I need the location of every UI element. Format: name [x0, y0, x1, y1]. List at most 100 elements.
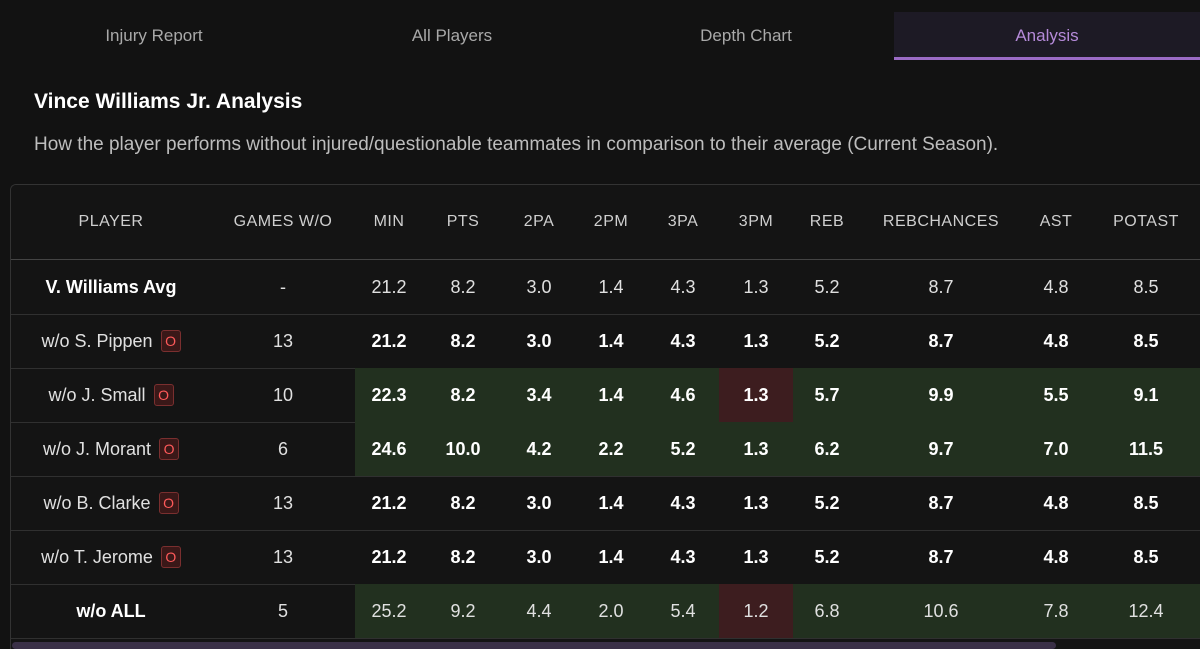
cell-ast: 4.8	[1043, 546, 1069, 567]
cell-rebchances: 8.7	[928, 330, 954, 351]
cell-3pa: 4.3	[670, 330, 696, 351]
cell-rebchances: 8.7	[928, 546, 954, 567]
table-row: w/o ALL 5 25.2 9.2 4.4 2.0 5.4 1.2 6.8 10.6 7.8 12.…	[11, 584, 1200, 639]
cell-3pm: 1.3	[743, 276, 769, 297]
cell-reb: 5.2	[814, 330, 840, 351]
table-row: V. Williams Avg - 21.2 8.2 3.0 1.4 4.3 1.3 5.2 8.…	[11, 260, 1200, 315]
cell-potast: 11.5	[1091, 422, 1200, 476]
analysis-table: PLAYER GAMES W/O MIN PTS 2PA 2PM 3PA 3PM REB REBC…	[10, 184, 1200, 649]
column-header-rebchances[interactable]: REBCHANCES	[882, 213, 1000, 230]
page-subtitle: How the player performs without injured/…	[34, 134, 999, 155]
column-header-ast[interactable]: AST	[1039, 213, 1073, 230]
cell-3pa: 4.3	[670, 492, 696, 513]
tab-depth-chart[interactable]: Depth Chart	[700, 26, 792, 45]
player-name: w/o S. Pippen	[41, 330, 153, 351]
cell-min: 25.2	[355, 584, 423, 638]
cell-pts: 9.2	[423, 584, 503, 638]
column-header-2pm[interactable]: 2PM	[593, 213, 629, 230]
horizontal-scrollbar[interactable]	[12, 642, 1056, 649]
cell-games-w-o: -	[280, 276, 286, 297]
player-name: w/o T. Jerome	[41, 546, 153, 567]
tab-analysis[interactable]: Analysis	[894, 12, 1200, 60]
cell-2pa: 3.0	[526, 330, 552, 351]
cell-ast: 4.8	[1043, 330, 1069, 351]
player-cell: w/o T. Jerome O	[11, 530, 211, 584]
cell-reb: 6.8	[793, 584, 861, 638]
cell-2pa: 3.0	[526, 492, 552, 513]
cell-rebchances: 8.7	[928, 492, 954, 513]
cell-3pa: 5.2	[647, 422, 719, 476]
status-badge: O	[159, 438, 180, 460]
tab-injury-report[interactable]: Injury Report	[105, 26, 203, 45]
cell-2pm: 1.4	[598, 546, 624, 567]
cell-potast: 8.5	[1133, 492, 1159, 513]
cell-2pa: 4.4	[503, 584, 575, 638]
column-header-3pa[interactable]: 3PA	[667, 213, 699, 230]
cell-2pm: 1.4	[598, 330, 624, 351]
player-name: w/o ALL	[76, 600, 146, 621]
cell-games-w-o: 5	[277, 600, 288, 621]
cell-ast: 5.5	[1021, 368, 1091, 422]
column-header-2pa[interactable]: 2PA	[523, 213, 555, 230]
cell-3pa: 4.6	[647, 368, 719, 422]
player-name: w/o J. Morant	[42, 438, 152, 459]
column-header-min[interactable]: MIN	[373, 213, 405, 230]
cell-3pm: 1.2	[719, 584, 793, 638]
cell-min: 21.2	[371, 492, 407, 513]
cell-games-w-o: 13	[272, 546, 294, 567]
status-badge: O	[158, 492, 179, 514]
cell-games-w-o: 10	[272, 384, 294, 405]
cell-rebchances: 9.7	[861, 422, 1021, 476]
column-header-potast[interactable]: POTAST	[1113, 213, 1179, 230]
cell-pts: 8.2	[450, 492, 476, 513]
cell-2pm: 2.0	[575, 584, 647, 638]
player-cell: w/o B. Clarke O	[11, 476, 211, 530]
cell-min: 21.2	[371, 330, 407, 351]
table-row: w/o B. Clarke O 13 21.2 8.2 3.0 1.4 4.3 1.3 5.2 8.…	[11, 476, 1200, 531]
table-header: PLAYER GAMES W/O MIN PTS 2PA 2PM 3PA 3PM REB REBC…	[11, 185, 1200, 260]
cell-pts: 8.2	[450, 330, 476, 351]
cell-rebchances: 8.7	[928, 276, 954, 297]
tab-all-players[interactable]: All Players	[411, 26, 493, 45]
cell-games-w-o: 6	[277, 438, 288, 459]
cell-ast: 4.8	[1043, 492, 1069, 513]
player-name: V. Williams Avg	[45, 276, 177, 297]
cell-3pa: 4.3	[670, 546, 696, 567]
cell-3pa: 4.3	[670, 276, 696, 297]
player-name: w/o B. Clarke	[43, 492, 151, 513]
cell-ast: 4.8	[1043, 276, 1069, 297]
cell-3pa: 5.4	[647, 584, 719, 638]
cell-ast: 7.8	[1021, 584, 1091, 638]
tab-bar: Injury Report All Players Depth Chart Analy…	[0, 12, 1200, 60]
cell-2pa: 4.2	[503, 422, 575, 476]
cell-2pm: 2.2	[575, 422, 647, 476]
cell-min: 21.2	[371, 276, 407, 297]
cell-3pm: 1.3	[743, 330, 769, 351]
column-header-pts[interactable]: PTS	[446, 213, 480, 230]
status-badge: O	[153, 384, 174, 406]
column-header-3pm[interactable]: 3PM	[738, 213, 774, 230]
cell-potast: 8.5	[1133, 330, 1159, 351]
player-cell: w/o J. Morant O	[11, 422, 211, 476]
cell-3pm: 1.3	[719, 422, 793, 476]
player-cell: V. Williams Avg	[11, 260, 211, 314]
cell-2pa: 3.0	[526, 276, 552, 297]
cell-potast: 8.5	[1133, 546, 1159, 567]
cell-rebchances: 9.9	[861, 368, 1021, 422]
table-row: w/o S. Pippen O 13 21.2 8.2 3.0 1.4 4.3 1.3 5.2 8.…	[11, 314, 1200, 369]
cell-potast: 9.1	[1091, 368, 1200, 422]
cell-2pa: 3.4	[503, 368, 575, 422]
cell-ast: 7.0	[1021, 422, 1091, 476]
cell-reb: 5.2	[814, 546, 840, 567]
cell-min: 21.2	[371, 546, 407, 567]
cell-pts: 8.2	[450, 546, 476, 567]
cell-pts: 8.2	[423, 368, 503, 422]
cell-2pm: 1.4	[598, 492, 624, 513]
cell-min: 22.3	[355, 368, 423, 422]
player-cell: w/o J. Small O	[11, 368, 211, 422]
column-header-reb[interactable]: REB	[809, 213, 845, 230]
column-header-player[interactable]: PLAYER	[78, 213, 144, 230]
player-cell: w/o S. Pippen O	[11, 314, 211, 368]
cell-reb: 5.2	[814, 276, 840, 297]
column-header-games-w-o[interactable]: GAMES W/O	[233, 213, 333, 230]
